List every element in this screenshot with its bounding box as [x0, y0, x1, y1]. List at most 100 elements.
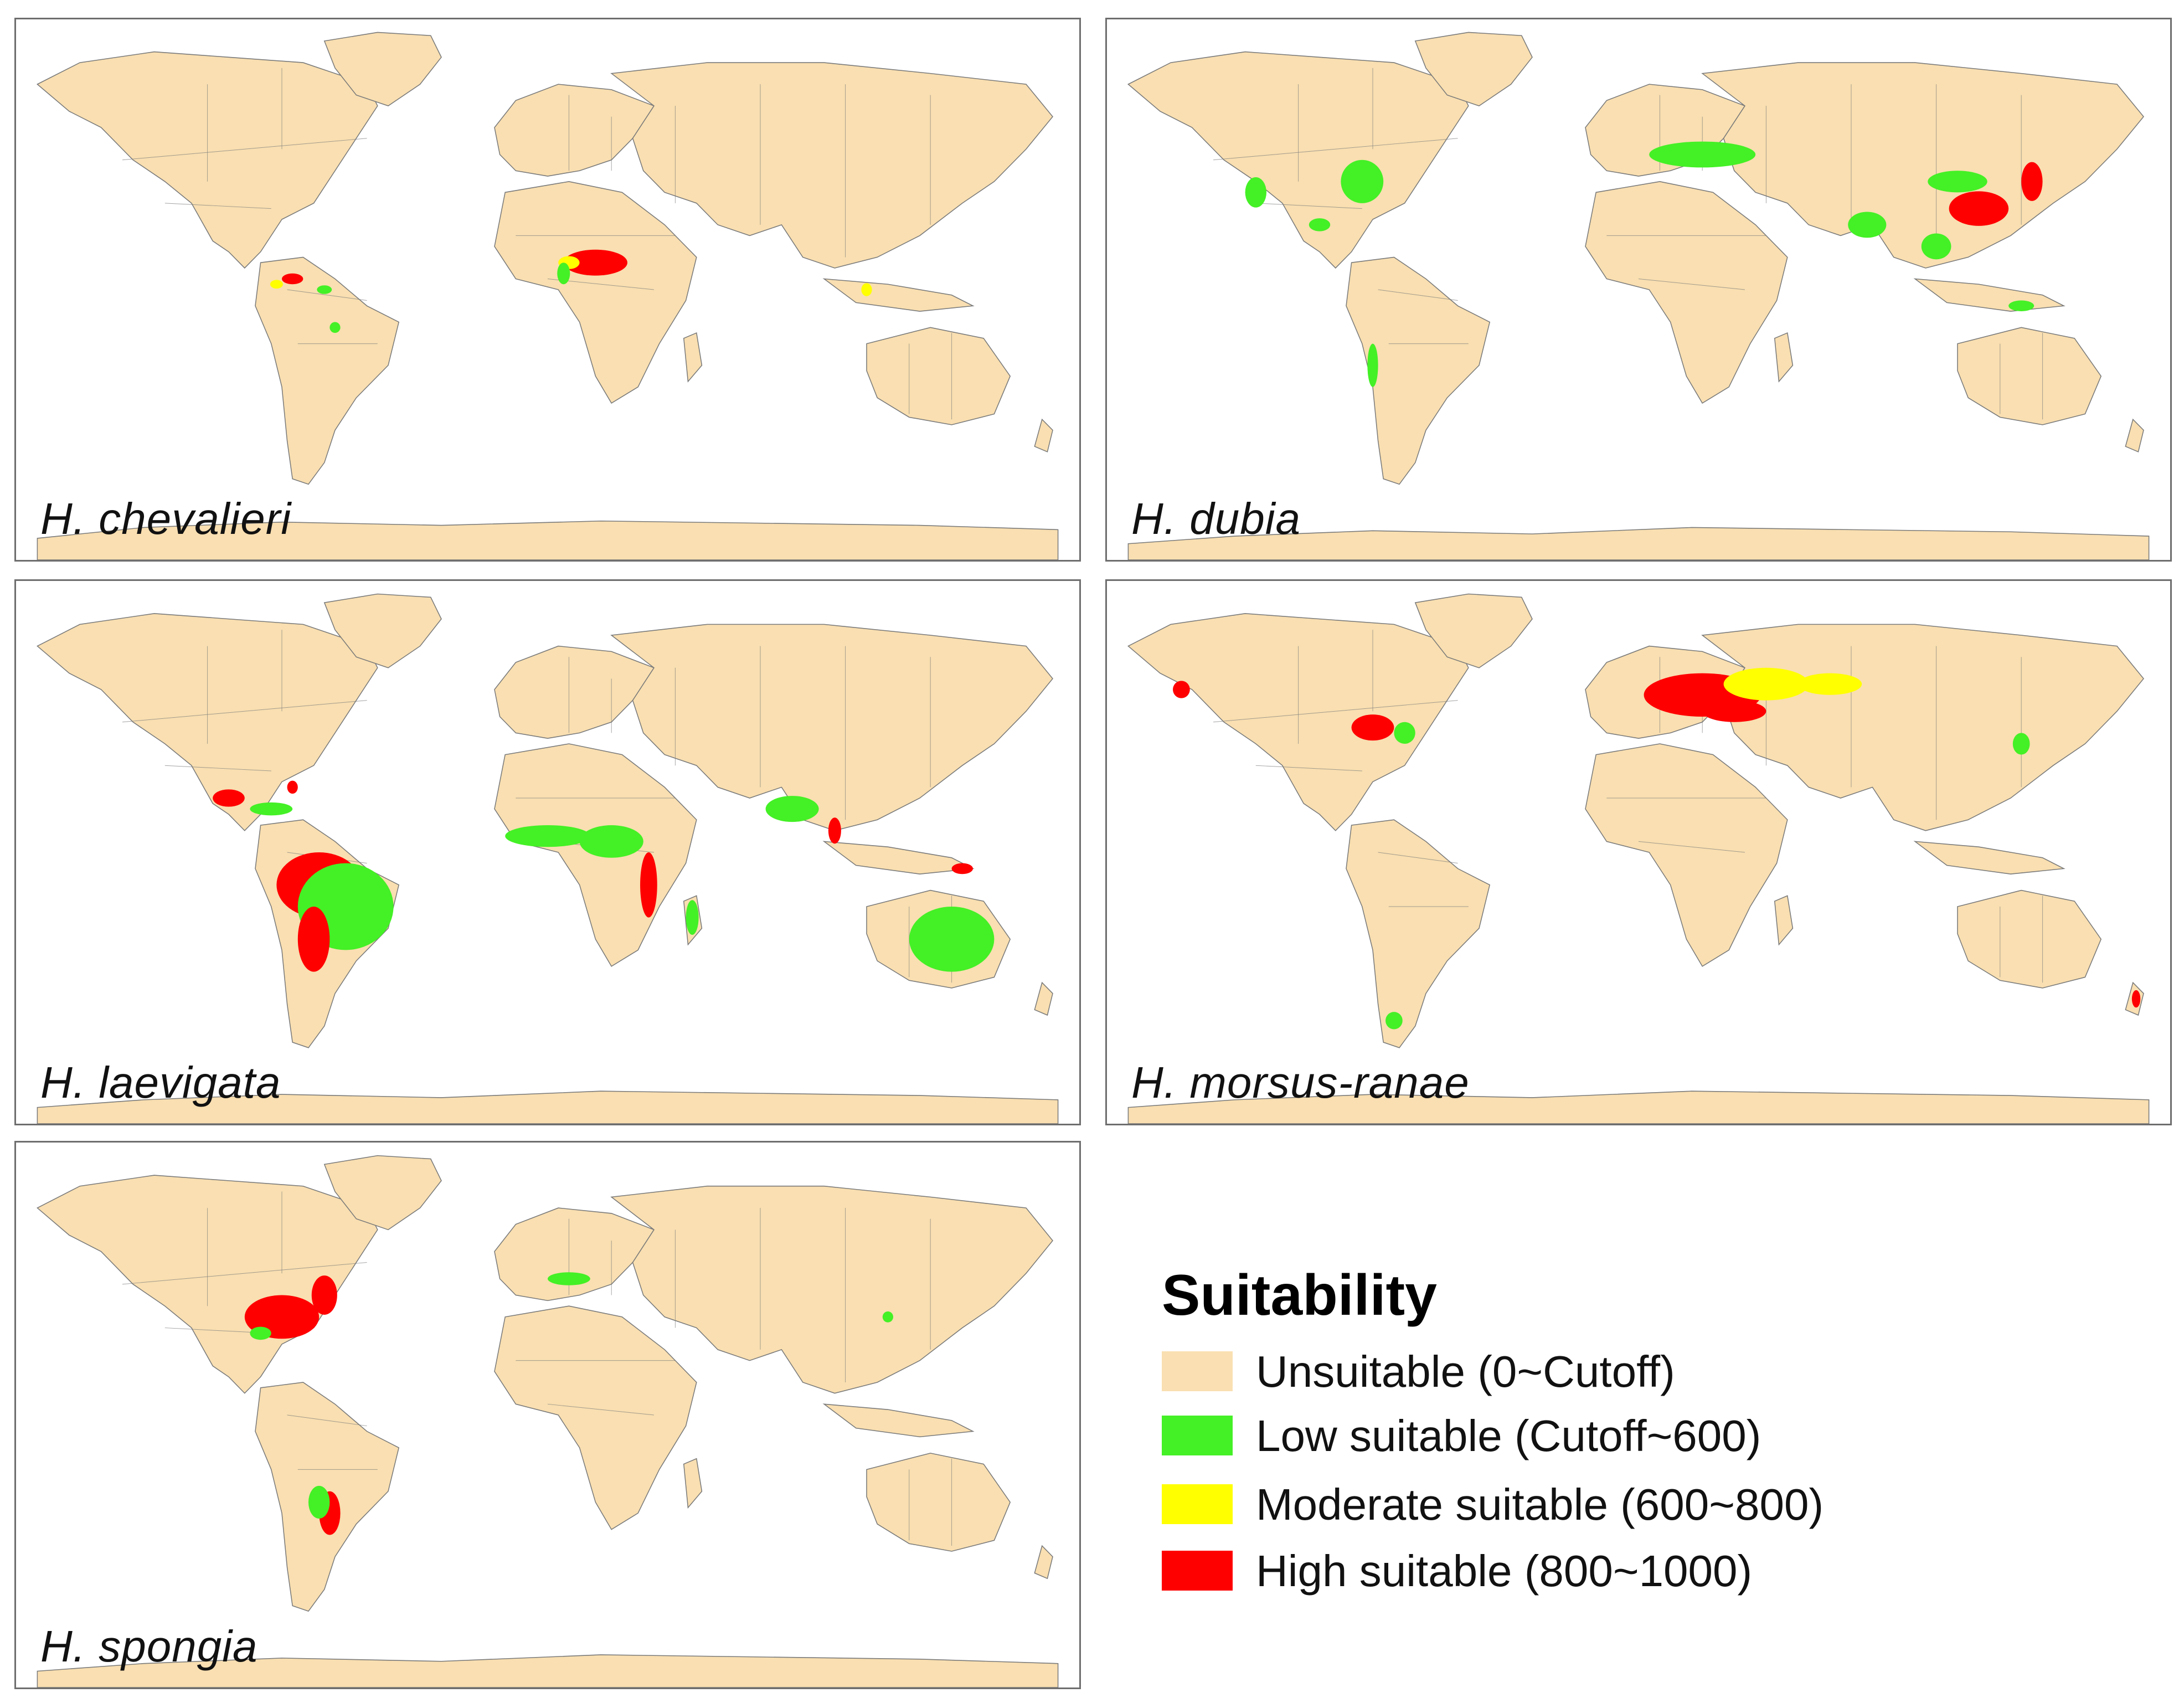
land-madagascar [1774, 332, 1794, 383]
map-panel-laevigata: H. laevigata [14, 579, 1081, 1125]
country-border [1213, 700, 1458, 723]
suitability-low-indochina [1921, 233, 1951, 260]
suitability-high-brazil-south [297, 907, 330, 972]
map-panel-chevalieri: H. chevalieri [14, 18, 1081, 562]
country-border [164, 203, 271, 209]
legend-item-unsuitable: Unsuitable (0~Cutoff) [1162, 1347, 1937, 1397]
land-greenland [323, 593, 442, 668]
legend-item-low: Low suitable (Cutoff~600) [1162, 1411, 1937, 1461]
land-greenland [1414, 593, 1533, 668]
suitability-moderate-colombia [270, 280, 283, 289]
land-australia [866, 327, 1011, 425]
suitability-low-europe [548, 1272, 590, 1285]
suitability-low-east-usa [1341, 160, 1384, 203]
suitability-moderate-southeast-asia [861, 283, 872, 296]
land-asia [610, 1185, 1053, 1394]
species-label-spongia: H. spongia [40, 1622, 258, 1671]
suitability-low-east-usa [1394, 722, 1415, 744]
suitability-low-gulf-coast [250, 1326, 271, 1340]
country-border [1213, 138, 1458, 161]
land-europe [494, 645, 655, 739]
suitability-high-japan [2021, 162, 2043, 201]
country-border [1638, 278, 1745, 290]
country-border [122, 1262, 367, 1285]
suitability-high-great-lakes [1351, 714, 1394, 741]
world-map-laevigata [37, 593, 1059, 1124]
suitability-high-venezuela [282, 273, 303, 285]
suitability-high-florida [287, 780, 298, 794]
land-madagascar [683, 1458, 703, 1509]
species-label-dubia: H. dubia [1131, 494, 1301, 543]
suitability-high-east-africa [640, 852, 657, 918]
suitability-low-guiana [317, 285, 332, 294]
suitability-high-west-usa [1173, 681, 1190, 698]
suitability-high-east-coast-usa [311, 1275, 337, 1315]
land-indonesia [1913, 278, 2065, 312]
suitability-low-central-america [1309, 218, 1331, 231]
legend-swatch-low [1162, 1416, 1233, 1455]
suitability-low-japan [2012, 733, 2030, 755]
country-border [287, 289, 367, 301]
suitability-moderate-russia [1798, 673, 1862, 695]
suitability-high-ukraine [1702, 700, 1766, 722]
world-map-morsus-ranae [1127, 593, 2150, 1124]
land-new-zealand [2125, 418, 2144, 452]
suitability-low-patagonia [1385, 1012, 1403, 1030]
suitability-low-amazon-coast [329, 322, 341, 333]
legend-label-moderate: Moderate suitable (600~800) [1256, 1480, 1824, 1529]
land-indonesia [822, 841, 975, 874]
map-panel-morsus-ranae: H. morsus-ranae [1105, 579, 2172, 1125]
land-antarctica [37, 1090, 1059, 1124]
suitability-low-paraguay [308, 1485, 330, 1519]
country-border [1255, 203, 1362, 209]
country-border [164, 765, 271, 771]
country-border [1638, 841, 1745, 853]
suitability-low-andes [1367, 343, 1378, 387]
suitability-low-australia-coast [909, 907, 995, 972]
land-europe [494, 84, 655, 177]
species-label-morsus-ranae: H. morsus-ranae [1131, 1058, 1470, 1107]
suitability-high-mexico [213, 789, 245, 807]
suitability-moderate-europe-east [1723, 667, 1809, 701]
country-border [1255, 765, 1362, 771]
land-south-america [1346, 819, 1491, 1048]
legend-item-high: High suitable (800~1000) [1162, 1546, 1937, 1596]
suitability-low-indonesia [2008, 300, 2034, 312]
suitability-low-west-usa [1245, 177, 1266, 208]
land-greenland [323, 1155, 442, 1231]
suitability-low-west-africa [505, 825, 590, 847]
land-australia [1957, 889, 2102, 989]
land-antarctica [37, 520, 1059, 560]
land-indonesia [1913, 841, 2065, 874]
legend-item-moderate: Moderate suitable (600~800) [1162, 1480, 1937, 1530]
land-africa [1585, 743, 1788, 967]
land-antarctica [37, 1654, 1059, 1687]
suitability-low-india [1848, 212, 1887, 238]
land-europe [494, 1207, 655, 1301]
land-asia [610, 62, 1053, 269]
land-indonesia [822, 1403, 975, 1438]
land-new-zealand [1034, 981, 1053, 1016]
legend-label-unsuitable: Unsuitable (0~Cutoff) [1256, 1347, 1675, 1396]
country-border [287, 1414, 367, 1427]
land-indonesia [822, 278, 975, 312]
map-panel-spongia: H. spongia [14, 1141, 1081, 1689]
country-border [547, 1403, 655, 1416]
suitability-high-new-zealand [2131, 990, 2141, 1008]
suitability-low-madagascar [686, 900, 699, 935]
legend-swatch-unsuitable [1162, 1351, 1233, 1391]
suitability-high-new-guinea [951, 863, 973, 874]
legend-label-low: Low suitable (Cutoff~600) [1256, 1411, 1761, 1460]
land-new-zealand [1034, 418, 1053, 452]
species-label-laevigata: H. laevigata [40, 1058, 281, 1107]
country-border [1378, 852, 1458, 864]
land-australia [1957, 327, 2102, 425]
legend-label-high: High suitable (800~1000) [1256, 1546, 1753, 1596]
land-antarctica [1127, 1090, 2150, 1124]
land-australia [866, 1453, 1011, 1552]
species-label-chevalieri: H. chevalieri [40, 494, 292, 543]
land-asia [610, 624, 1053, 831]
land-africa [1585, 181, 1788, 404]
land-asia [1701, 624, 2144, 831]
suitability-high-east-china [1949, 191, 2009, 226]
